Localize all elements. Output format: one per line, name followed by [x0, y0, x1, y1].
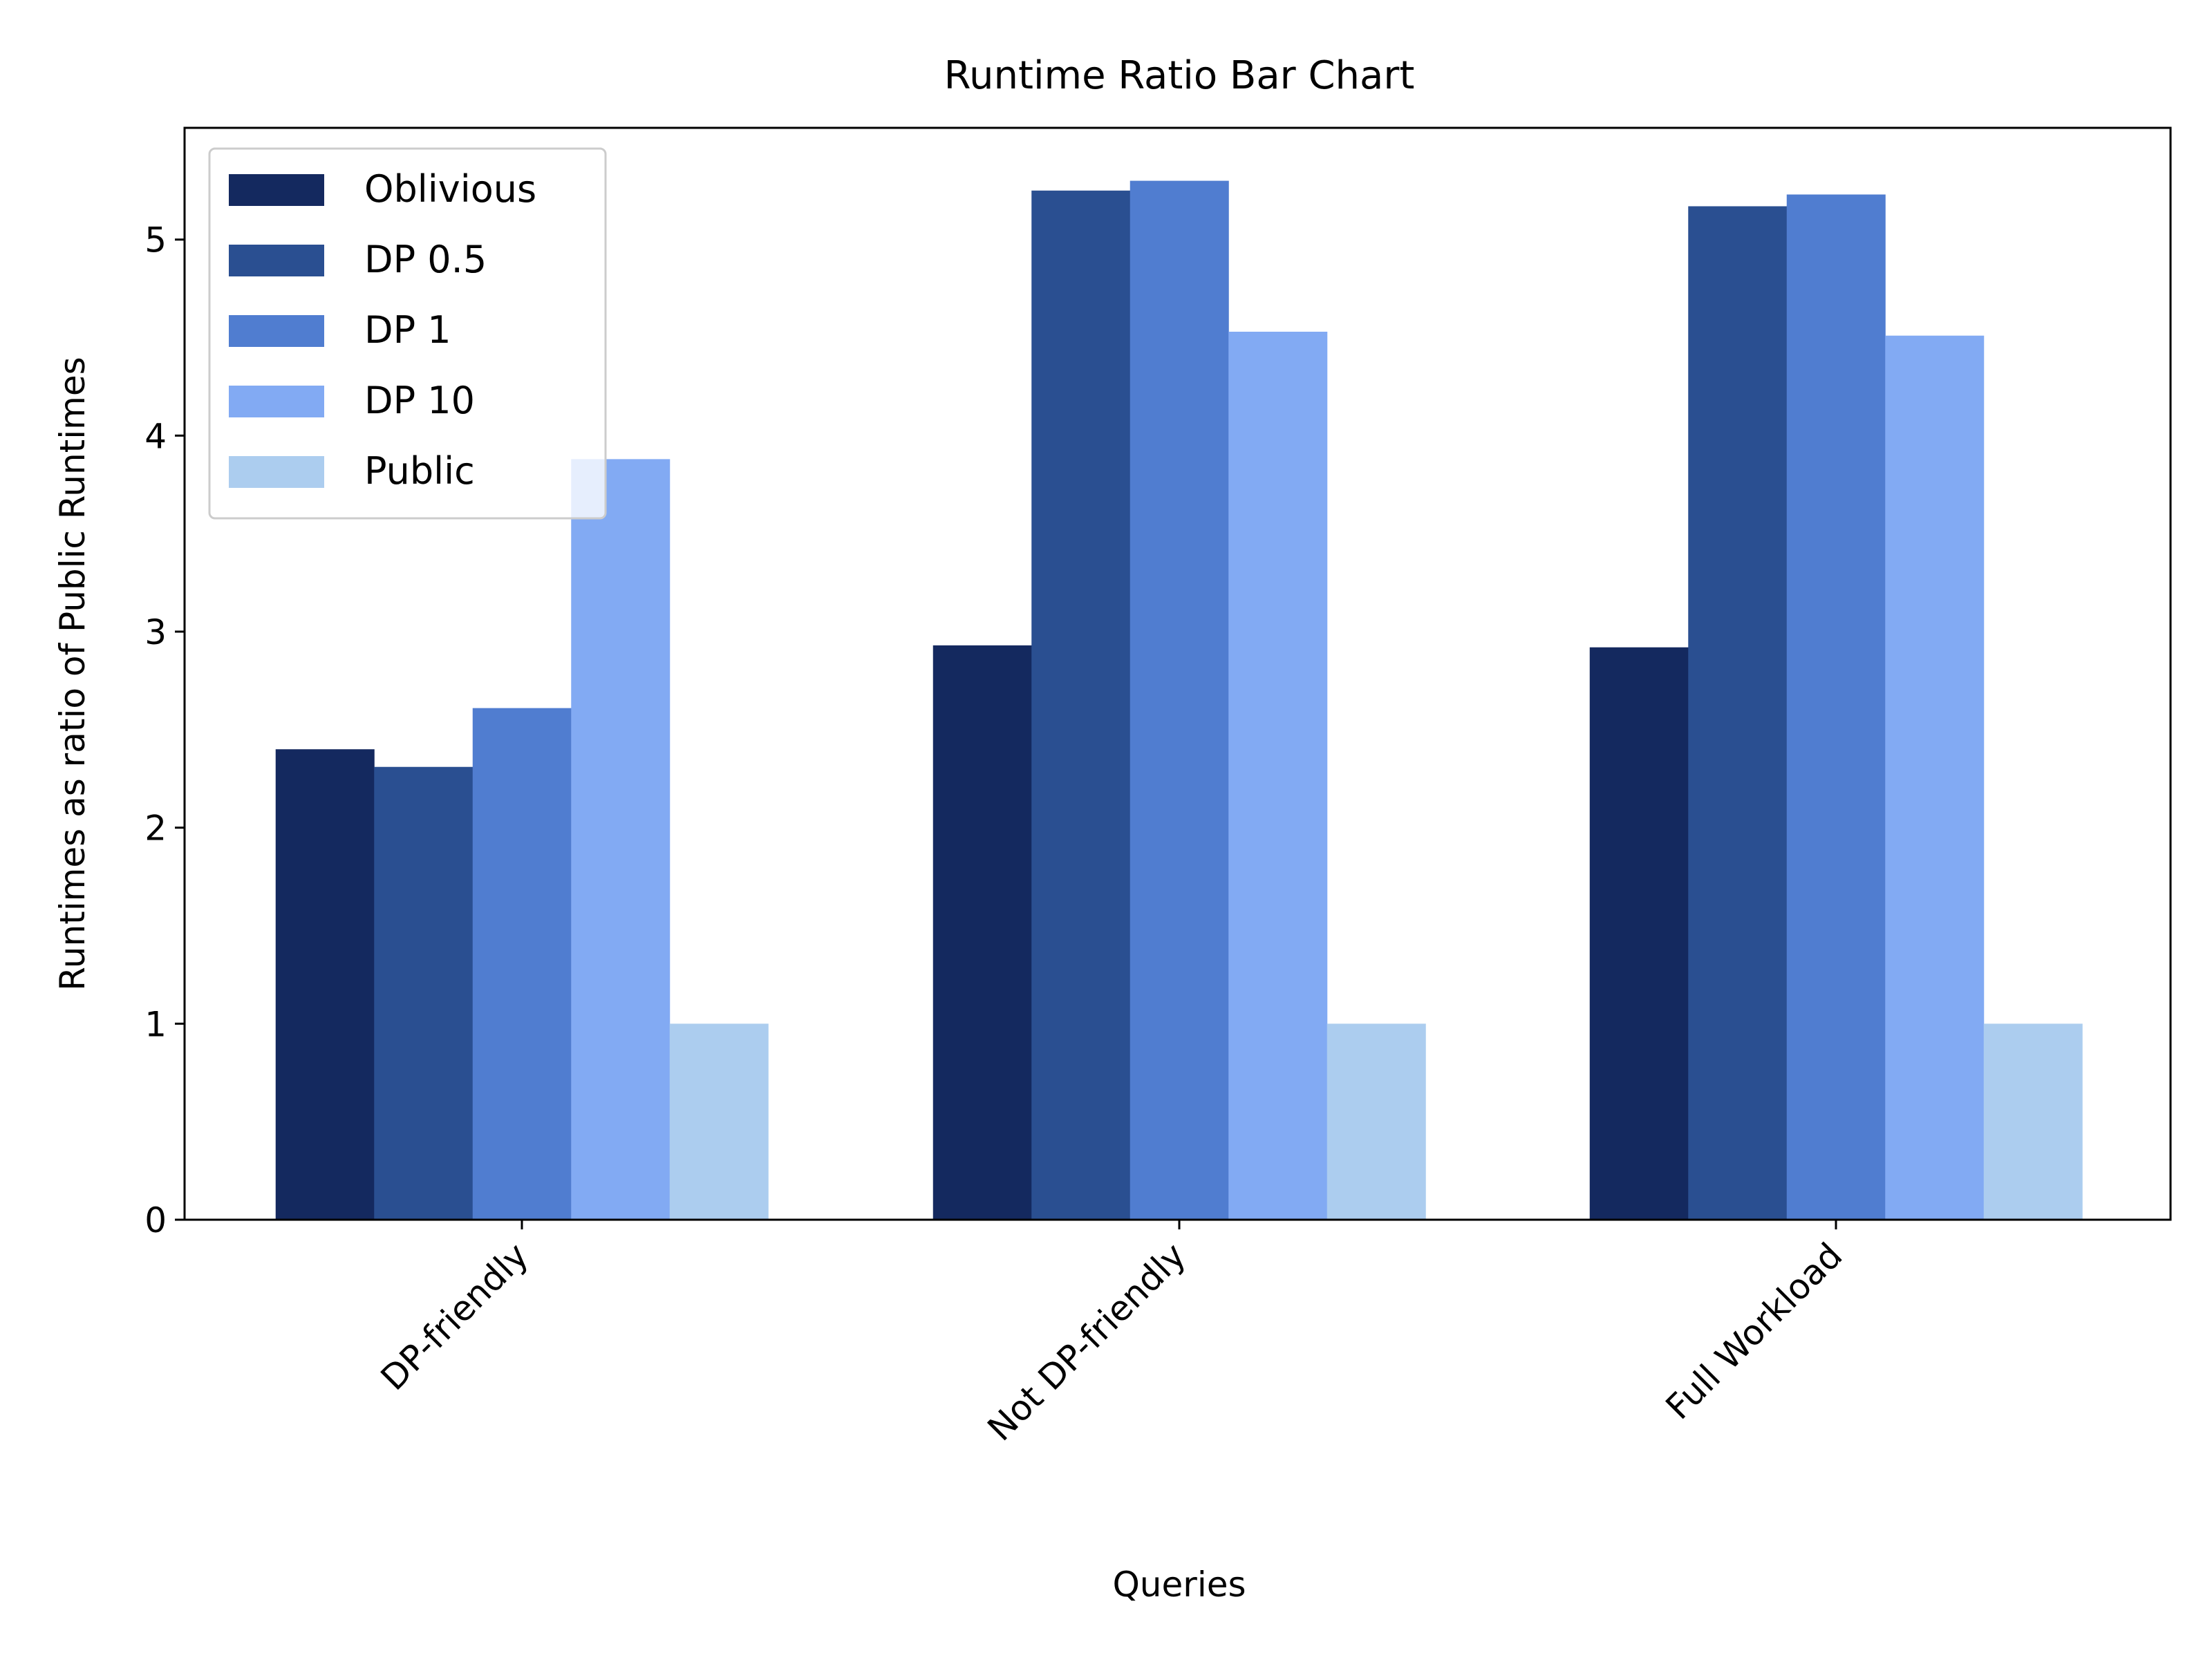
bar — [275, 749, 375, 1220]
y-axis: 0 1 2 3 4 5 — [144, 220, 185, 1240]
y-axis-label: Runtimes as ratio of Public Runtimes — [53, 357, 93, 990]
legend-swatch — [229, 386, 324, 417]
plot-frame — [183, 126, 2172, 1221]
legend-label: DP 10 — [364, 379, 475, 422]
legend-label: DP 1 — [364, 308, 451, 352]
legend-box — [208, 147, 607, 520]
bar — [932, 645, 1032, 1220]
y-tick-label: 4 — [144, 416, 167, 456]
bar — [1983, 1023, 2083, 1220]
y-tick-label: 3 — [144, 612, 167, 652]
bar — [1589, 647, 1689, 1220]
y-tick-label: 0 — [144, 1200, 167, 1240]
bars-layer — [275, 180, 2083, 1220]
y-tick-label: 2 — [144, 809, 167, 849]
legend-label: Oblivious — [364, 167, 536, 211]
bar — [1327, 1023, 1426, 1220]
legend-label: Public — [364, 449, 475, 493]
bar — [472, 708, 572, 1220]
legend-swatch — [229, 456, 324, 488]
legend-swatch — [229, 245, 324, 276]
bar — [1786, 194, 1886, 1220]
bar — [374, 766, 474, 1220]
y-tick-label: 5 — [144, 220, 167, 261]
bar — [571, 459, 671, 1220]
legend: Oblivious DP 0.5 DP 1 DP 10 Public — [208, 147, 607, 520]
bar — [1228, 332, 1328, 1220]
chart-title: Runtime Ratio Bar Chart — [944, 53, 1415, 98]
legend-swatch — [229, 315, 324, 347]
bar — [1688, 206, 1788, 1220]
bar — [1885, 335, 1985, 1220]
bar — [1031, 190, 1131, 1220]
bar — [1130, 180, 1229, 1220]
bar — [669, 1023, 769, 1220]
y-tick-label: 1 — [144, 1004, 167, 1044]
legend-swatch — [229, 174, 324, 206]
legend-label: DP 0.5 — [364, 238, 487, 281]
x-axis-label: Queries — [1112, 1565, 1246, 1605]
